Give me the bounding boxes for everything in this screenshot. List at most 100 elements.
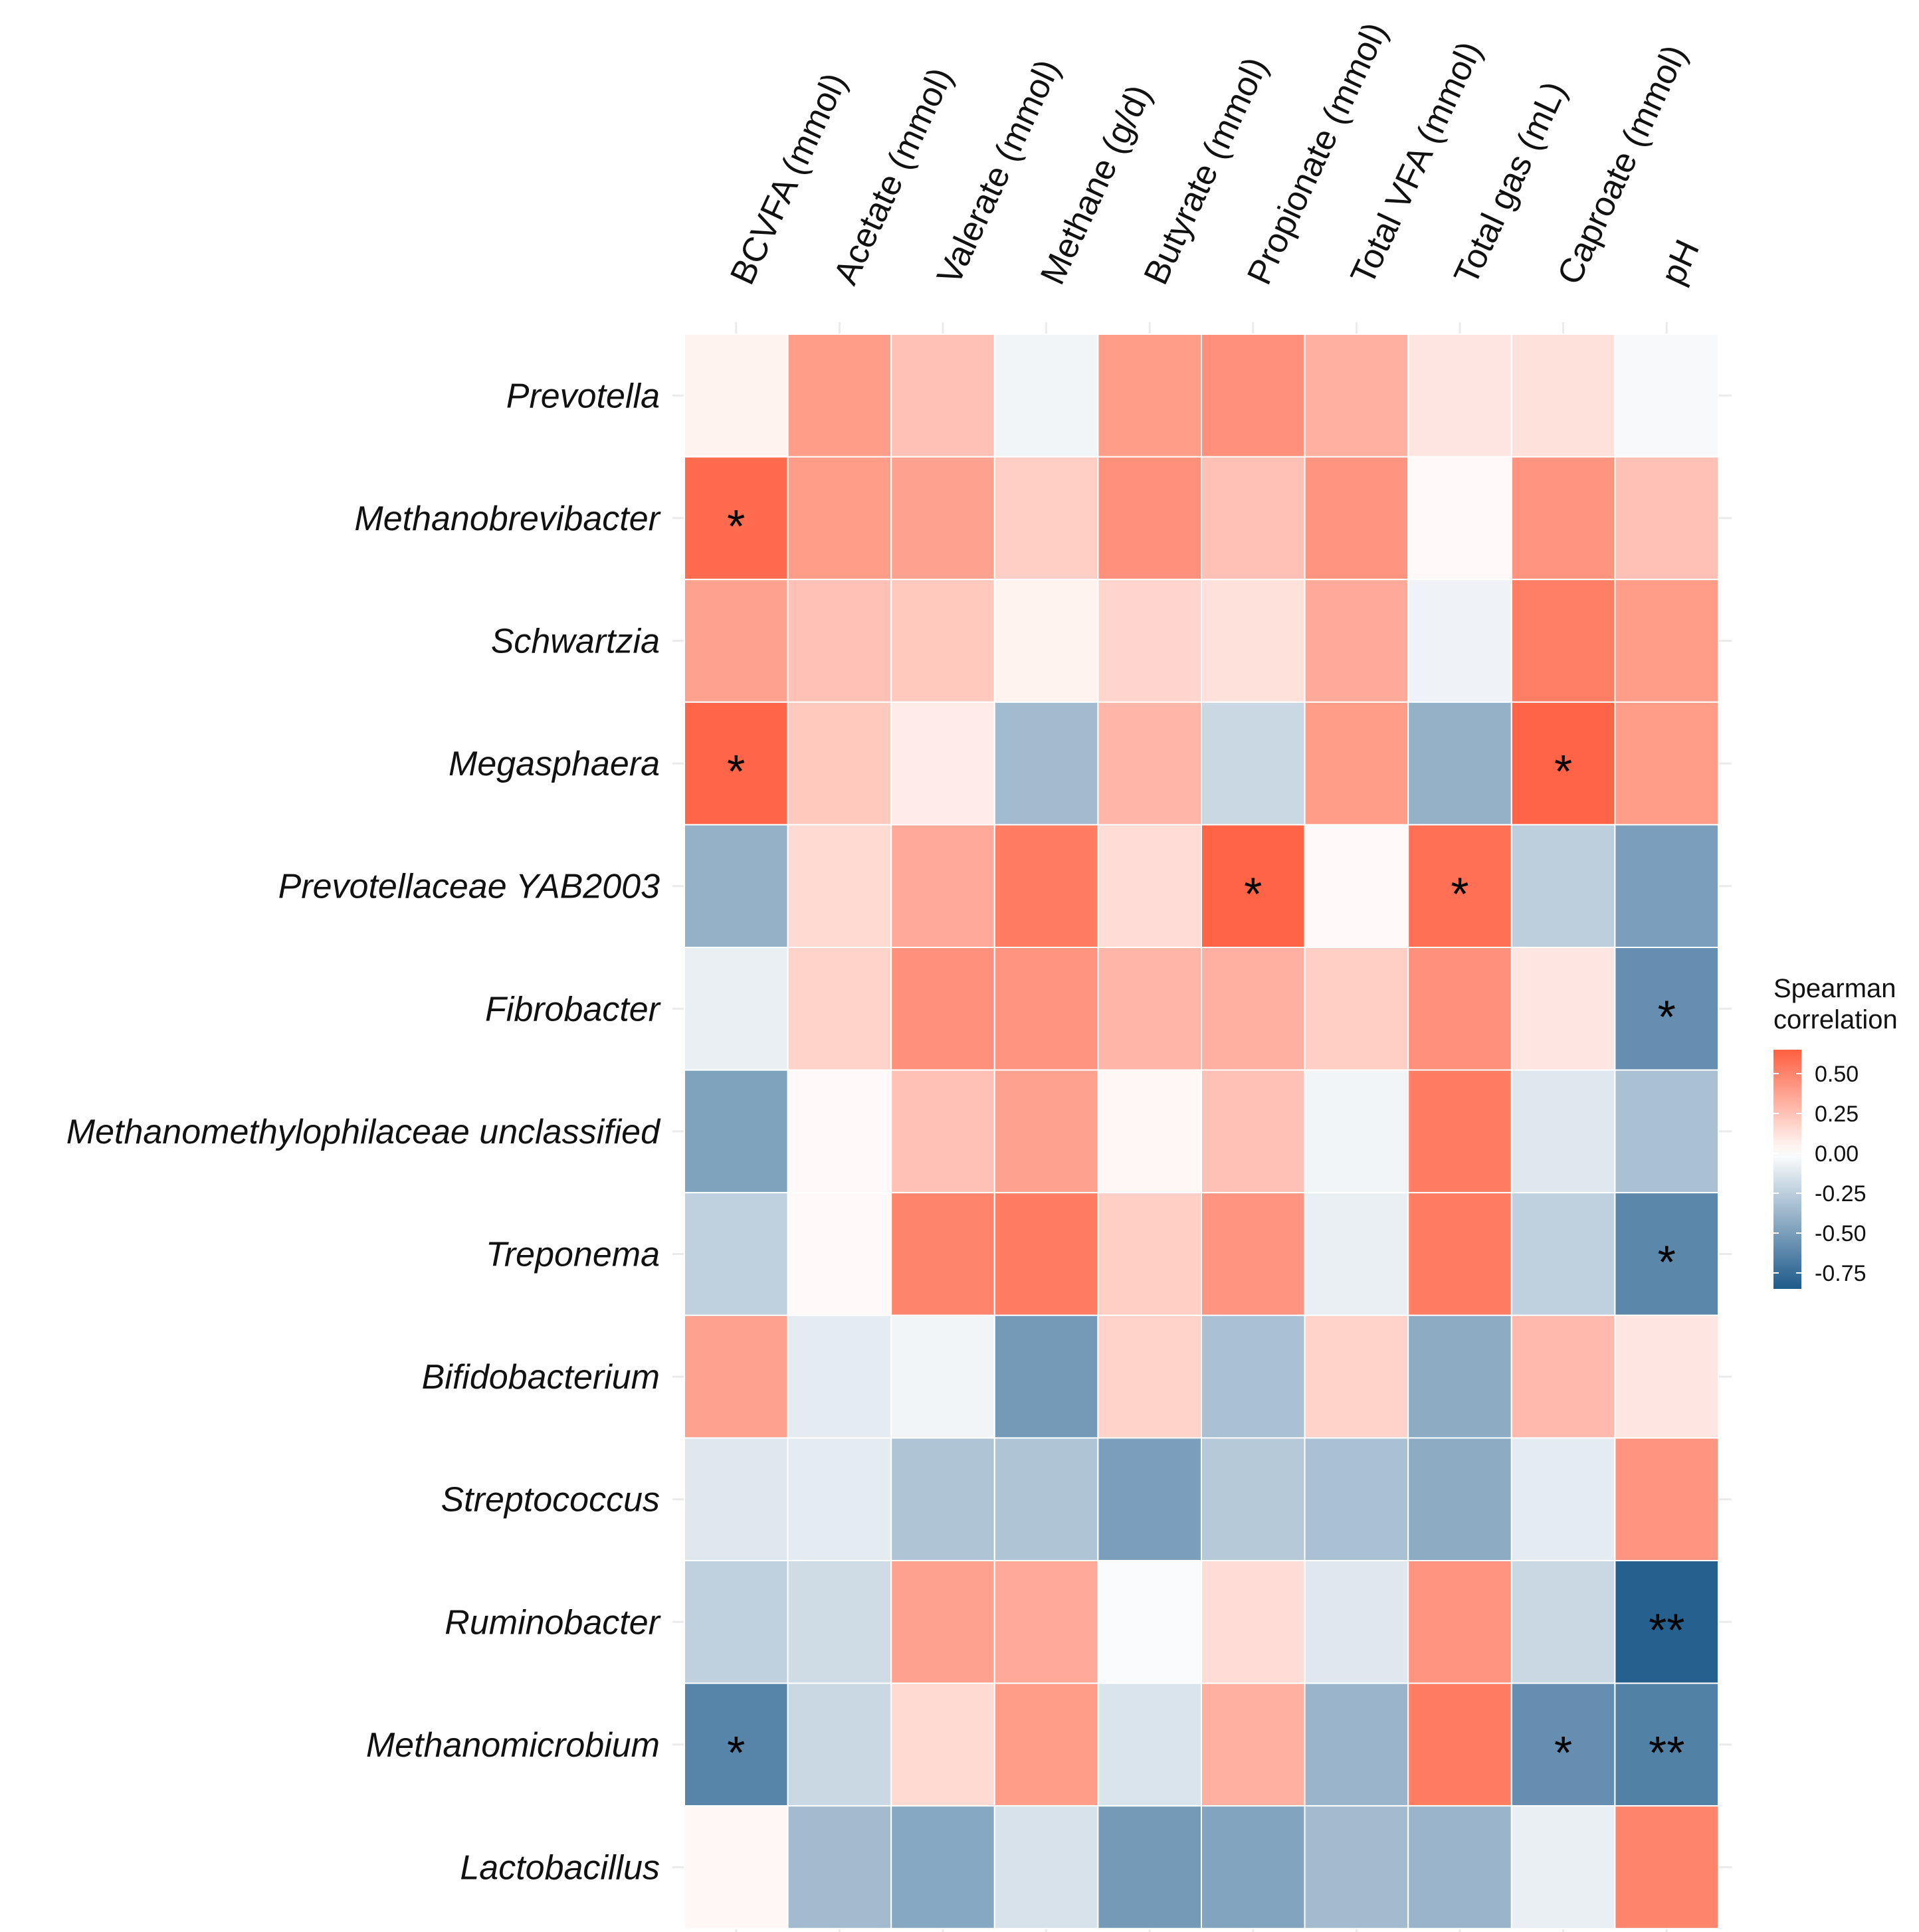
row-label: Bifidobacterium (422, 1358, 660, 1397)
heatmap-cell (1097, 1069, 1203, 1194)
heatmap-cell (1614, 1437, 1719, 1561)
heatmap-cell (890, 947, 995, 1071)
heatmap-cell (1097, 1437, 1203, 1561)
heatmap-cell (1097, 1805, 1203, 1929)
heatmap-cell (1407, 1682, 1512, 1807)
heatmap-cell (1510, 1192, 1616, 1316)
significance-star: * (727, 745, 745, 797)
row-label: Methanobrevibacter (354, 500, 661, 538)
legend-title-line2: correlation (1773, 1005, 1898, 1034)
heatmap-cell (993, 1192, 1099, 1316)
heatmap-cell (787, 579, 892, 703)
significance-star: * (1244, 868, 1262, 920)
heatmap-cell (1304, 334, 1409, 458)
heatmap-cell (684, 1069, 789, 1194)
heatmap-cell (1201, 456, 1306, 581)
heatmap-cell (1510, 1805, 1616, 1929)
significance-star: * (727, 1727, 745, 1779)
heatmap-cell (1407, 1805, 1512, 1929)
heatmap-cell (1097, 456, 1203, 581)
heatmap-cell (1407, 456, 1512, 581)
heatmap-cell (993, 1560, 1099, 1684)
heatmap-cell (787, 1560, 892, 1684)
row-label: Lactobacillus (460, 1849, 660, 1887)
row-label: Schwartzia (491, 623, 660, 661)
heatmap-cell (1304, 1069, 1409, 1194)
heatmap-cell (890, 1805, 995, 1929)
heatmap-cell (1614, 1560, 1719, 1684)
heatmap-cell (684, 824, 789, 949)
heatmap-cell (787, 1682, 892, 1807)
heatmap-cell (787, 1805, 892, 1929)
heatmap-cell (993, 579, 1099, 703)
heatmap-cell (1097, 1560, 1203, 1684)
heatmap-cell (993, 1682, 1099, 1807)
heatmap-cell (1614, 456, 1719, 581)
heatmap-cell (993, 1437, 1099, 1561)
heatmap-cell (993, 824, 1099, 949)
heatmap-cell (787, 1069, 892, 1194)
heatmap-cell (993, 334, 1099, 458)
row-label: Methanomethylophilaceae unclassified (66, 1113, 661, 1151)
legend-tick-label: 0.50 (1815, 1062, 1859, 1087)
significance-star: ** (1649, 1727, 1684, 1779)
legend-tick-label: -0.75 (1815, 1261, 1867, 1286)
heatmap-cell (1097, 947, 1203, 1071)
row-label: Prevotellaceae YAB2003 (278, 868, 660, 906)
heatmap-cell (787, 1314, 892, 1439)
heatmap-cell (1614, 824, 1719, 949)
heatmap-cell (1304, 1192, 1409, 1316)
heatmap-cell (1304, 1437, 1409, 1561)
significance-star: * (1554, 745, 1572, 797)
heatmap-cell (1510, 824, 1616, 949)
column-labels: BCVFA (mmol)Acetate (mmol)Valerate (mmol… (723, 17, 1707, 290)
heatmap-cell (1097, 824, 1203, 949)
heatmap-cell (1407, 579, 1512, 703)
heatmap-cell (1407, 947, 1512, 1071)
heatmap-cell (787, 701, 892, 826)
heatmap-cell (1304, 1314, 1409, 1439)
significance-markers: ** ** ****** * ** (727, 500, 1684, 1779)
heatmap-cell (684, 1560, 789, 1684)
heatmap-cell (1201, 579, 1306, 703)
heatmap-cell (890, 1560, 995, 1684)
significance-star: * (1554, 1727, 1572, 1779)
legend-tick-label: -0.25 (1815, 1181, 1867, 1207)
heatmap-cell (1510, 947, 1616, 1071)
heatmap-cell (1614, 579, 1719, 703)
heatmap-cell (787, 1192, 892, 1316)
heatmap-cell (1510, 1560, 1616, 1684)
heatmap-cell (1510, 1314, 1616, 1439)
heatmap-cell (684, 334, 789, 458)
heatmap-cell (1510, 1437, 1616, 1561)
heatmap-cell (1097, 334, 1203, 458)
heatmap-cell (1201, 1192, 1306, 1316)
row-label: Megasphaera (449, 745, 660, 783)
heatmap-cell (890, 334, 995, 458)
heatmap-cell (684, 1192, 789, 1316)
heatmap-cell (1304, 456, 1409, 581)
heatmap-cell (890, 579, 995, 703)
heatmap-cell (1510, 334, 1616, 458)
heatmap-cell (1407, 1560, 1512, 1684)
heatmap-cell (1407, 824, 1512, 949)
heatmap-cell (890, 1192, 995, 1316)
color-legend: Spearman correlation 0.50 0.25 0.00 -0.25 -0… (1773, 974, 1898, 1289)
heatmap-cell (1201, 1560, 1306, 1684)
column-label: Methane (g/d) (1033, 79, 1159, 290)
column-label: pH (1654, 234, 1708, 290)
legend-tick-label: 0.00 (1815, 1141, 1859, 1167)
row-label: Methanomicrobium (366, 1726, 660, 1765)
row-labels: Prevotella Methanobrevibacter Schwartzia Me… (66, 377, 662, 1887)
heatmap-cell (684, 579, 789, 703)
legend-ticks: 0.50 0.25 0.00 -0.25 -0.50 -0.75 (1773, 1062, 1867, 1286)
significance-star: * (1451, 868, 1468, 920)
row-label: Prevotella (506, 377, 660, 415)
heatmap-cell (1407, 1069, 1512, 1194)
heatmap-cell (1510, 1682, 1616, 1807)
significance-star: * (727, 500, 745, 552)
heatmap-cell (1201, 1069, 1306, 1194)
heatmap-cell (1407, 1314, 1512, 1439)
heatmap-cell (684, 947, 789, 1071)
